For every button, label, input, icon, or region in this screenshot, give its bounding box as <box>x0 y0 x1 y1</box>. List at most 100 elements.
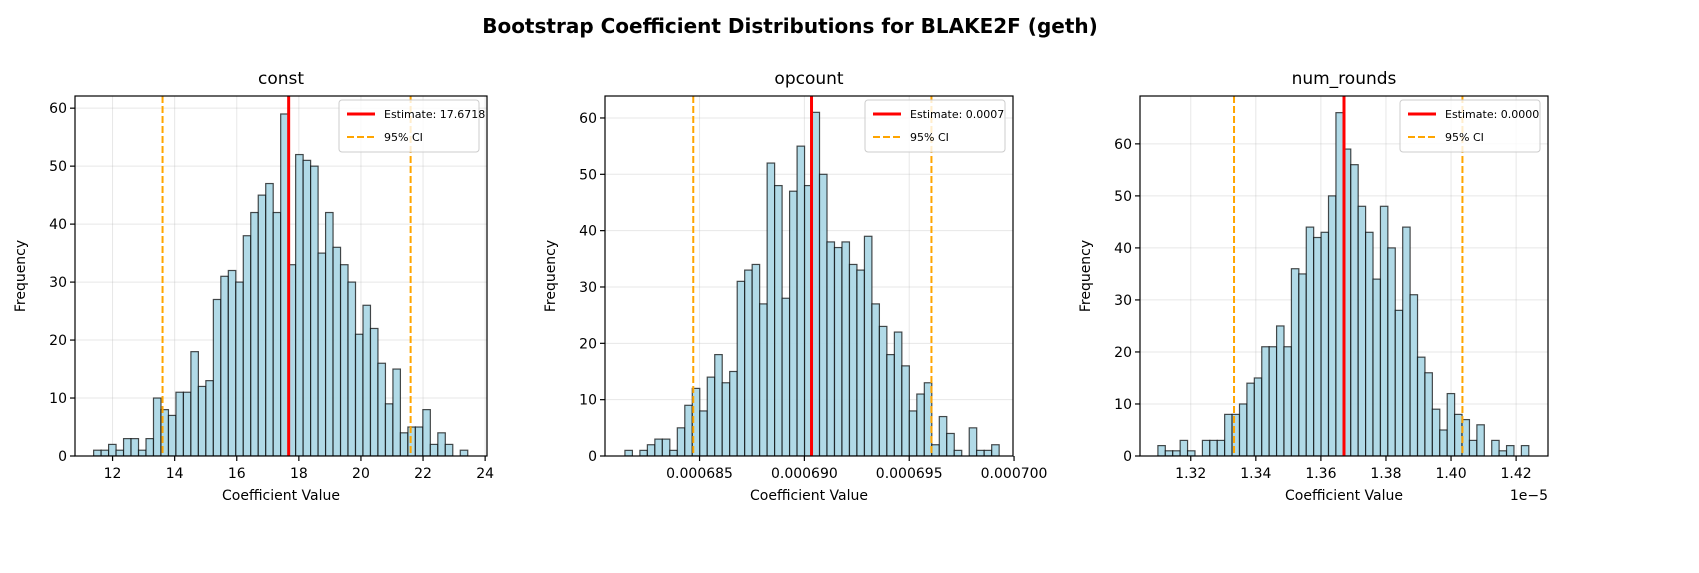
histogram-bar <box>983 449 993 456</box>
histogram-bar <box>1365 231 1374 456</box>
histogram-bar <box>1520 444 1530 456</box>
y-tick-label: 40 <box>49 217 67 233</box>
y-tick-label: 30 <box>1114 293 1132 309</box>
x-tick-label: 1.36 <box>1305 466 1336 482</box>
histogram-bar <box>1409 294 1419 456</box>
histogram-bar <box>339 264 349 456</box>
x-tick-label: 0.000695 <box>876 466 943 482</box>
x-offset-label: 1e−5 <box>1510 488 1548 504</box>
histogram-bar <box>654 438 663 456</box>
x-tick-label: 20 <box>352 466 370 482</box>
histogram-bar <box>1298 273 1307 456</box>
y-tick-label: 40 <box>579 224 597 240</box>
histogram-bar <box>1335 112 1344 456</box>
histogram-bar <box>190 351 199 456</box>
histogram-bar <box>1172 450 1181 456</box>
x-tick-label: 1.34 <box>1240 466 1271 482</box>
y-tick-label: 0 <box>1123 449 1132 465</box>
axes-frame <box>1139 95 1549 457</box>
histogram-bar <box>841 241 851 456</box>
histogram-bar <box>901 365 910 456</box>
histogram-bar <box>1246 382 1255 456</box>
histogram-bar <box>1186 450 1196 456</box>
histogram-bar <box>182 391 192 456</box>
histogram-bar <box>1283 346 1293 456</box>
x-tick-label: 0.000685 <box>666 466 733 482</box>
y-tick-label: 30 <box>579 280 597 296</box>
x-tick-label: 0.000690 <box>771 466 838 482</box>
histogram-bar <box>310 165 319 456</box>
y-tick-label: 10 <box>49 391 67 407</box>
histogram-bar <box>729 370 738 456</box>
x-tick-label: 18 <box>290 466 308 482</box>
histogram-bar <box>369 327 379 456</box>
histogram-bar <box>324 211 334 456</box>
y-tick-label: 20 <box>1114 345 1132 361</box>
histogram-bar <box>661 438 671 456</box>
x-tick-label: 1.32 <box>1175 466 1206 482</box>
histogram-bar <box>459 449 469 456</box>
y-axis-label: Frequency <box>13 240 29 312</box>
x-tick-label: 1.38 <box>1370 466 1401 482</box>
histogram-bar <box>1201 439 1211 456</box>
histogram-bar <box>1305 226 1315 456</box>
histogram-bar <box>272 211 282 456</box>
histogram-bar <box>1164 450 1174 456</box>
histogram-bar <box>1320 231 1330 456</box>
histogram-bar <box>1327 195 1337 456</box>
legend-ci-label: 95% CI <box>384 131 423 144</box>
histogram-bar <box>1313 236 1322 456</box>
histogram-bar <box>107 443 117 456</box>
x-axis-label: Coefficient Value <box>222 488 340 504</box>
y-tick-label: 50 <box>49 159 67 175</box>
histogram-bar <box>1157 444 1166 456</box>
histogram-bar <box>886 353 895 456</box>
panel-opcount: 0.000685 0.000690 0.000695 0.000700 0 10 20 30 4… <box>543 69 1047 504</box>
x-tick-label: 14 <box>166 466 184 482</box>
histogram-bar <box>167 414 177 456</box>
x-tick-label: 12 <box>104 466 122 482</box>
histogram-bar <box>669 449 678 456</box>
histogram-bar <box>220 275 229 456</box>
y-tick-label: 10 <box>579 393 597 409</box>
histogram-bar <box>796 145 806 456</box>
legend-estimate-label: Estimate: 17.6718 <box>384 108 485 121</box>
histogram-bar <box>250 211 259 456</box>
histogram-bar <box>414 426 424 456</box>
histogram-bar <box>205 380 214 456</box>
histogram-bar <box>1431 408 1441 456</box>
histogram-bar <box>122 438 132 456</box>
histogram-bar <box>1402 226 1411 456</box>
histogram-bar <box>938 415 948 456</box>
histogram-bar <box>1350 164 1359 456</box>
histogram-bar <box>197 385 207 456</box>
x-tick-label: 16 <box>228 466 246 482</box>
histogram-bar <box>392 368 402 456</box>
histogram-bar <box>774 184 783 456</box>
legend: Estimate: 17.6718 95% CI <box>338 99 485 153</box>
x-tick-label: 1.42 <box>1501 466 1532 482</box>
histogram-bar <box>946 432 955 456</box>
histogram-bar <box>744 269 753 456</box>
histogram-bar <box>257 194 267 456</box>
histogram-bar <box>1424 372 1433 456</box>
histogram-bar <box>759 303 768 456</box>
y-tick-label: 10 <box>1114 397 1132 413</box>
histogram-bar <box>811 111 821 456</box>
histogram-bar <box>1498 450 1508 456</box>
histogram-bar <box>227 269 237 456</box>
histogram-bar <box>1224 413 1233 456</box>
histogram-bar <box>1468 439 1478 456</box>
histogram-bar <box>242 235 252 456</box>
histogram-bar <box>706 376 716 456</box>
histogram-bar <box>699 410 708 456</box>
y-tick-label: 60 <box>1114 137 1132 153</box>
histogram-bar <box>93 449 102 456</box>
y-tick-label: 50 <box>579 167 597 183</box>
histogram-bar <box>175 391 185 456</box>
histogram-bars <box>1157 112 1530 456</box>
y-tick-label: 40 <box>1114 241 1132 257</box>
histogram-bar <box>384 403 394 456</box>
histogram-bar <box>302 159 312 456</box>
